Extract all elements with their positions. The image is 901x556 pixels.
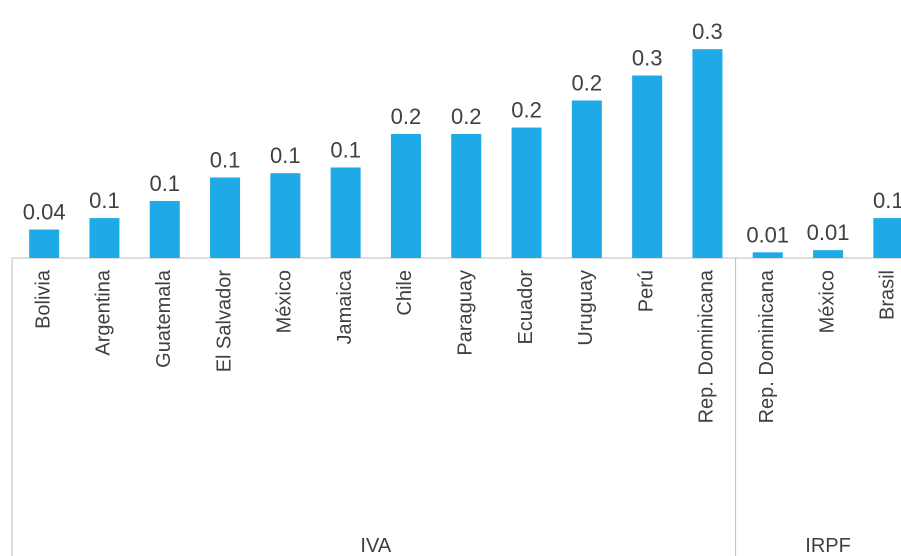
bar (692, 49, 723, 259)
data-label: 0.1 (210, 147, 241, 172)
x-tick-label: Uruguay (575, 270, 597, 346)
x-tick-label: El Salvador (213, 270, 235, 373)
data-label: 0.01 (746, 222, 789, 247)
bar (813, 250, 844, 258)
data-label: 0.1 (89, 188, 120, 213)
bar (511, 127, 542, 258)
x-tick-label: Perú (635, 270, 657, 312)
bar (29, 229, 60, 258)
bar (571, 100, 602, 258)
bar (270, 173, 301, 258)
x-tick-label: Paraguay (455, 270, 477, 356)
data-label: 0.2 (451, 104, 482, 129)
x-tick-label: Jamaica (334, 269, 356, 344)
bar (390, 133, 421, 258)
bar (210, 177, 241, 258)
x-tick-label: Brasil (877, 270, 899, 320)
group-label: IVA (360, 535, 391, 556)
bar (89, 218, 120, 258)
data-label: 0.2 (511, 98, 542, 123)
x-tick-label: Chile (394, 270, 416, 316)
data-label: 0.2 (572, 70, 603, 95)
bar (149, 200, 180, 258)
data-label: 0.2 (391, 104, 422, 129)
data-label: 0.01 (807, 220, 850, 245)
x-tick-label: México (816, 270, 838, 333)
data-label: 0.1 (330, 137, 361, 162)
group-label: IRPF (805, 535, 851, 556)
x-tick-label: Rep. Dominicana (696, 269, 718, 423)
x-tick-label: Guatemala (153, 269, 175, 368)
bar (451, 133, 482, 258)
data-label: 0.3 (632, 46, 663, 71)
x-tick-label: México (274, 270, 296, 333)
data-label: 0.04 (23, 199, 66, 224)
bar (632, 75, 663, 258)
data-label: 0.3 (692, 19, 723, 44)
bar (873, 218, 901, 258)
data-label: 0.1 (873, 188, 901, 213)
x-tick-label: Argentina (93, 269, 115, 355)
data-label: 0.1 (270, 143, 301, 168)
bar (330, 167, 361, 258)
x-tick-label: Rep. Dominicana (756, 269, 778, 423)
data-label: 0.1 (149, 171, 180, 196)
x-tick-label: Bolivia (32, 269, 54, 329)
bar (752, 252, 783, 258)
x-tick-label: Ecuador (515, 270, 537, 345)
